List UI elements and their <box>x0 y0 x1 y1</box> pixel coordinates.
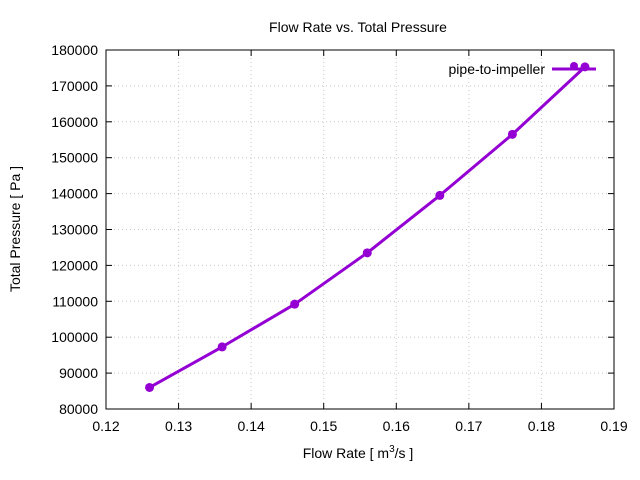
x-tick-label: 0.19 <box>600 418 627 434</box>
y-tick-label: 100000 <box>51 329 98 345</box>
x-axis-label: Flow Rate [ m3/s ] <box>303 444 414 461</box>
legend-marker <box>570 62 578 70</box>
data-point <box>145 382 155 392</box>
x-tick-label: 0.14 <box>238 418 265 434</box>
y-tick-label: 140000 <box>51 186 98 202</box>
grid <box>106 50 614 409</box>
x-axis-label-tail: /s ] <box>395 445 414 461</box>
y-tick-label: 130000 <box>51 222 98 238</box>
x-axis: 0.12 0.13 0.14 0.15 0.16 0.17 0.18 0.19 <box>92 50 628 434</box>
data-point <box>290 299 300 309</box>
series-layer <box>145 62 590 392</box>
x-tick-label: 0.15 <box>310 418 337 434</box>
x-tick-label: 0.13 <box>165 418 192 434</box>
legend: pipe-to-impeller <box>449 61 596 77</box>
y-tick-label: 120000 <box>51 257 98 273</box>
y-tick-label: 90000 <box>59 365 98 381</box>
x-tick-label: 0.12 <box>92 418 119 434</box>
y-tick-label: 180000 <box>51 42 98 58</box>
data-point <box>435 190 445 200</box>
y-tick-label: 170000 <box>51 78 98 94</box>
y-axis: 80000 90000 100000 110000 120000 130000 140000… <box>51 42 614 417</box>
data-point <box>507 129 517 139</box>
y-tick-label: 110000 <box>52 293 98 309</box>
x-axis-label-superscript: 3 <box>389 444 395 455</box>
chart-title: Flow Rate vs. Total Pressure <box>269 19 447 35</box>
data-point <box>217 342 227 352</box>
x-tick-label: 0.18 <box>528 418 555 434</box>
x-tick-label: 0.17 <box>455 418 482 434</box>
y-tick-label: 160000 <box>51 114 98 130</box>
series-line <box>148 65 586 389</box>
x-tick-label: 0.16 <box>383 418 410 434</box>
data-point <box>362 248 372 258</box>
y-tick-label: 150000 <box>51 150 98 166</box>
y-tick-label: 80000 <box>59 401 98 417</box>
legend-label: pipe-to-impeller <box>449 61 546 77</box>
x-axis-label-main: Flow Rate [ m <box>303 445 389 461</box>
y-axis-label: Total Pressure [ Pa ] <box>7 166 23 292</box>
